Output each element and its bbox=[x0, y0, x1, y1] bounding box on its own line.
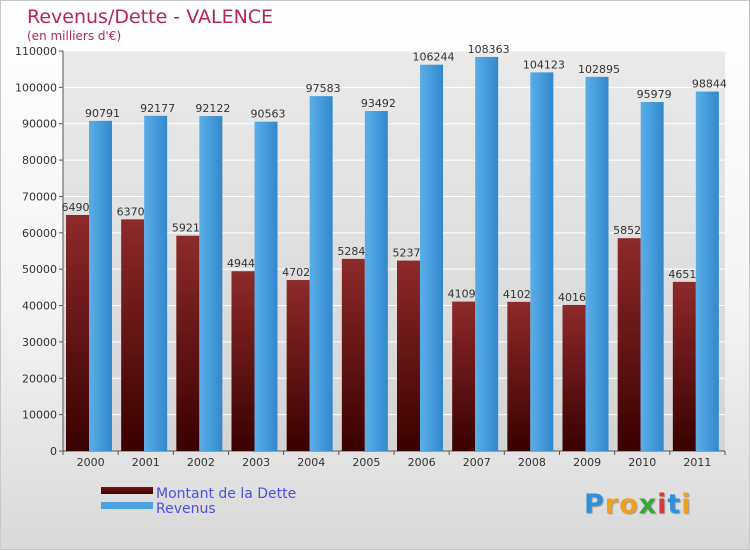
bar-revenus-2011 bbox=[695, 91, 719, 452]
x-tick-label: 2000 bbox=[77, 456, 105, 469]
proxiti-logo: Proxiti bbox=[584, 489, 692, 520]
bar-dette-2011 bbox=[672, 281, 696, 451]
chart-title: Revenus/Dette - VALENCE bbox=[27, 6, 274, 28]
data-label-revenus-2002: 92122 bbox=[195, 102, 230, 115]
y-tick-label: 10000 bbox=[22, 409, 57, 422]
plot-area bbox=[63, 51, 725, 451]
y-tick-label: 70000 bbox=[22, 190, 57, 203]
data-label-dette-2003: 4944 bbox=[227, 257, 255, 270]
data-label-revenus-2009: 102895 bbox=[578, 63, 620, 76]
bar-revenus-2001 bbox=[144, 115, 168, 451]
x-tick-label: 2005 bbox=[352, 456, 380, 469]
y-tick-label: 100000 bbox=[15, 81, 57, 94]
bar-dette-2002 bbox=[176, 235, 200, 451]
data-label-dette-2002: 5921 bbox=[172, 222, 200, 235]
data-label-revenus-2010: 95979 bbox=[637, 88, 672, 101]
legend-label-revenus: Revenus bbox=[156, 501, 216, 517]
y-tick-label: 90000 bbox=[22, 118, 57, 131]
data-label-dette-2010: 5852 bbox=[613, 224, 641, 237]
data-label-dette-2005: 5284 bbox=[337, 245, 365, 258]
bar-revenus-2007 bbox=[475, 56, 499, 451]
x-tick-label: 2002 bbox=[187, 456, 215, 469]
y-tick-label: 60000 bbox=[22, 227, 57, 240]
data-label-revenus-2011: 98844 bbox=[692, 78, 727, 91]
x-tick-label: 2009 bbox=[573, 456, 601, 469]
data-label-dette-2011: 4651 bbox=[668, 268, 696, 281]
x-tick-label: 2011 bbox=[683, 456, 711, 469]
bar-dette-2000 bbox=[66, 215, 89, 451]
y-tick-label: 40000 bbox=[22, 300, 57, 313]
bar-revenus-2009 bbox=[585, 76, 609, 451]
bar-revenus-2003 bbox=[254, 121, 278, 452]
data-label-revenus-2003: 90563 bbox=[251, 108, 286, 121]
y-tick-label: 0 bbox=[50, 445, 57, 458]
data-label-revenus-2000: 90791 bbox=[85, 107, 120, 120]
x-tick-label: 2004 bbox=[297, 456, 325, 469]
x-tick-label: 2010 bbox=[628, 456, 656, 469]
data-label-dette-2008: 4102 bbox=[503, 288, 531, 301]
y-tick-label: 50000 bbox=[22, 263, 57, 276]
bar-revenus-2002 bbox=[199, 116, 223, 451]
bar-revenus-2008 bbox=[530, 72, 554, 451]
x-tick-label: 2006 bbox=[408, 456, 436, 469]
data-label-revenus-2001: 92177 bbox=[140, 102, 175, 115]
x-tick-label: 2003 bbox=[242, 456, 270, 469]
data-label-dette-2007: 4109 bbox=[448, 288, 476, 301]
bar-dette-2008 bbox=[507, 301, 531, 451]
bar-dette-2006 bbox=[397, 260, 420, 451]
bar-revenus-2004 bbox=[309, 96, 333, 452]
bar-dette-2004 bbox=[286, 280, 310, 451]
chart-subtitle: (en milliers d'€) bbox=[27, 29, 122, 43]
legend-label-dette: Montant de la Dette bbox=[156, 486, 297, 502]
bar-revenus-2006 bbox=[420, 64, 443, 452]
bar-revenus-2010 bbox=[640, 101, 664, 452]
bar-dette-2007 bbox=[452, 301, 476, 451]
bar-dette-2001 bbox=[121, 219, 145, 451]
y-tick-label: 80000 bbox=[22, 154, 57, 167]
data-label-dette-2000: 6490 bbox=[62, 201, 90, 214]
data-label-revenus-2004: 97583 bbox=[306, 82, 341, 95]
data-label-dette-2006: 5237 bbox=[393, 247, 421, 260]
bar-revenus-2005 bbox=[364, 111, 388, 452]
data-label-revenus-2006: 106244 bbox=[413, 51, 455, 64]
y-tick-label: 20000 bbox=[22, 372, 57, 385]
data-label-revenus-2005: 93492 bbox=[361, 97, 396, 110]
x-tick-label: 2007 bbox=[463, 456, 491, 469]
bar-dette-2010 bbox=[617, 238, 641, 451]
data-label-revenus-2007: 108363 bbox=[468, 43, 510, 56]
x-tick-label: 2008 bbox=[518, 456, 546, 469]
data-label-dette-2004: 4702 bbox=[282, 266, 310, 279]
legend-swatch-revenus bbox=[101, 502, 153, 509]
data-label-dette-2001: 6370 bbox=[117, 205, 145, 218]
bar-dette-2009 bbox=[562, 304, 586, 451]
data-label-dette-2009: 4016 bbox=[558, 291, 586, 304]
data-label-revenus-2008: 104123 bbox=[523, 58, 565, 71]
bar-dette-2003 bbox=[231, 271, 255, 451]
y-tick-label: 30000 bbox=[22, 336, 57, 349]
bar-revenus-2000 bbox=[89, 120, 112, 452]
legend-swatch-dette bbox=[101, 487, 153, 494]
x-tick-label: 2001 bbox=[132, 456, 160, 469]
y-tick-label: 110000 bbox=[15, 45, 57, 58]
bar-dette-2005 bbox=[341, 258, 365, 451]
